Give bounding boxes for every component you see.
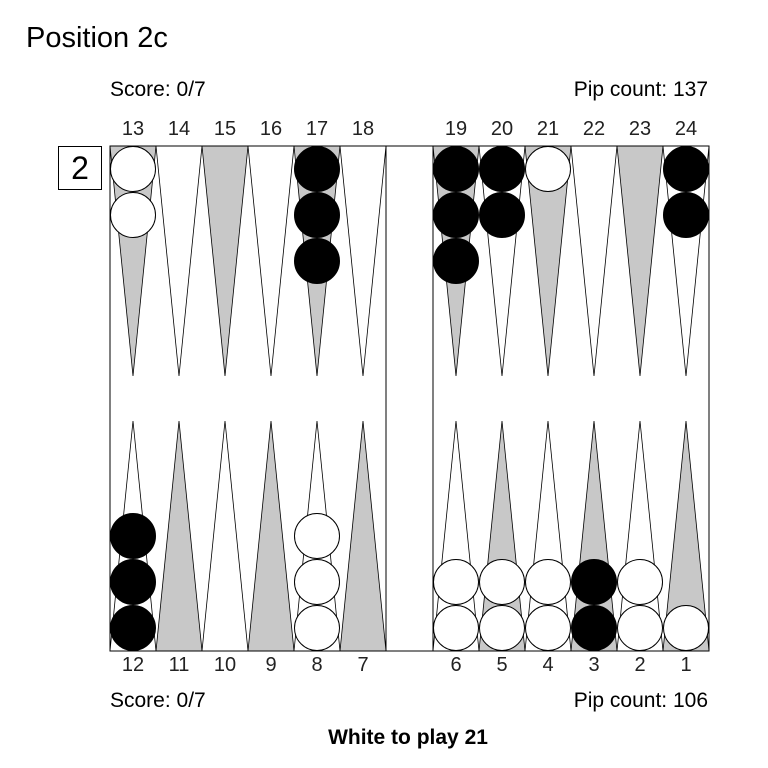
move-caption: White to play 21 (328, 726, 488, 749)
white-checker (433, 605, 479, 651)
point-number: 3 (588, 654, 600, 676)
black-checker (663, 192, 709, 238)
white-checker (110, 146, 156, 192)
point-number: 21 (536, 118, 560, 140)
bottom-pip-count: Pip count: 106 (573, 689, 708, 712)
white-checker (479, 605, 525, 651)
point-number: 15 (213, 118, 237, 140)
white-checker (663, 605, 709, 651)
point-number: 4 (542, 654, 554, 676)
black-checker (110, 605, 156, 651)
point-number: 14 (167, 118, 191, 140)
black-checker (479, 146, 525, 192)
point-number: 11 (168, 654, 190, 676)
point-number: 24 (674, 118, 698, 140)
point-number: 7 (357, 654, 369, 676)
point-number: 18 (351, 118, 375, 140)
white-checker (110, 192, 156, 238)
point-number: 19 (444, 118, 468, 140)
white-checker (433, 559, 479, 605)
right-board-border (432, 145, 710, 652)
white-checker (617, 605, 663, 651)
point-number: 17 (305, 118, 329, 140)
point-number: 1 (680, 654, 692, 676)
white-checker (294, 559, 340, 605)
point-number: 8 (311, 654, 323, 676)
position-title: Position 2c (26, 22, 168, 54)
black-checker (110, 559, 156, 605)
white-checker (479, 559, 525, 605)
black-checker (571, 605, 617, 651)
point-number: 12 (121, 654, 145, 676)
black-checker (433, 146, 479, 192)
white-checker (294, 513, 340, 559)
point-number: 22 (582, 118, 606, 140)
black-checker (294, 146, 340, 192)
doubling-cube[interactable]: 2 (58, 146, 102, 190)
top-pip-count: Pip count: 137 (573, 78, 708, 101)
black-checker (663, 146, 709, 192)
white-checker (294, 605, 340, 651)
point-number: 20 (490, 118, 514, 140)
white-checker (525, 605, 571, 651)
point-number: 5 (496, 654, 508, 676)
point-number: 13 (121, 118, 145, 140)
white-checker (525, 146, 571, 192)
black-checker (294, 238, 340, 284)
point-number: 23 (628, 118, 652, 140)
black-checker (433, 238, 479, 284)
black-checker (294, 192, 340, 238)
black-checker (433, 192, 479, 238)
bar (385, 145, 434, 652)
black-checker (110, 513, 156, 559)
point-number: 10 (213, 654, 237, 676)
white-checker (525, 559, 571, 605)
white-checker (617, 559, 663, 605)
top-score: Score: 0/7 (110, 78, 206, 101)
black-checker (571, 559, 617, 605)
point-number: 6 (450, 654, 462, 676)
black-checker (479, 192, 525, 238)
point-number: 2 (634, 654, 646, 676)
bottom-score: Score: 0/7 (110, 689, 206, 712)
point-number: 9 (265, 654, 277, 676)
point-number: 16 (259, 118, 283, 140)
